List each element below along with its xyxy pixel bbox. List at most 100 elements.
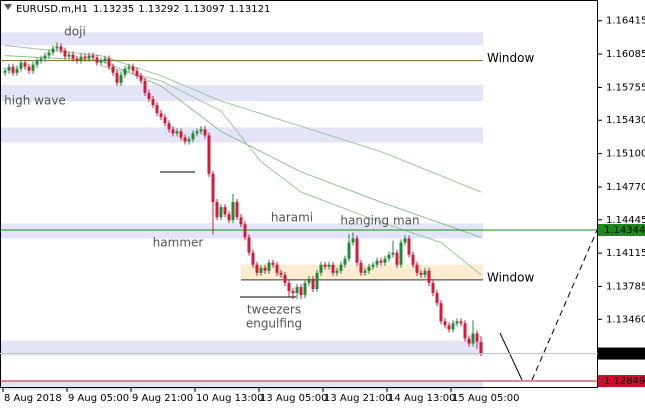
- candle-body: [331, 264, 335, 273]
- candle-body: [367, 266, 371, 271]
- price-label: 1.12849: [604, 376, 645, 387]
- candle-body: [351, 238, 355, 243]
- candle-body: [223, 207, 227, 215]
- candle-body: [163, 117, 167, 124]
- candle-body: [327, 264, 331, 267]
- candle-body: [355, 238, 359, 263]
- candle-body: [79, 56, 83, 61]
- candle-body: [379, 260, 383, 263]
- candle-body: [7, 66, 11, 71]
- candle-body: [435, 293, 439, 304]
- candle-body: [187, 139, 191, 142]
- candle-body: [271, 262, 275, 265]
- candle-body: [159, 113, 163, 118]
- candle-body: [3, 70, 7, 73]
- x-tick-label: 9 Aug 21:00: [132, 393, 193, 404]
- pattern-annotation: hanging man: [340, 214, 419, 228]
- candle-body: [343, 258, 347, 265]
- candle-body: [267, 262, 271, 271]
- candle-body: [139, 75, 143, 81]
- candle-body: [199, 129, 203, 132]
- last-high: 1.13292: [138, 4, 179, 15]
- moving-average: [100, 65, 482, 276]
- candle-body: [47, 52, 51, 56]
- candle-body: [315, 272, 319, 289]
- candle-body: [175, 131, 179, 134]
- candle-body: [347, 242, 351, 259]
- candle-body: [339, 264, 343, 271]
- candle-body: [395, 252, 399, 265]
- candle-body: [195, 131, 199, 134]
- candle-body: [131, 66, 135, 71]
- candle-body: [403, 238, 407, 243]
- y-tick-label: 1.15100: [606, 149, 645, 160]
- plot: [0, 42, 483, 356]
- pattern-annotation: tweezers: [247, 303, 301, 317]
- zone: [0, 340, 483, 356]
- candle-body: [275, 264, 279, 273]
- candle-body: [179, 131, 183, 138]
- candle-body: [247, 237, 251, 253]
- window-label: Window: [487, 51, 535, 65]
- candle-body: [419, 272, 423, 275]
- zone: [0, 32, 483, 46]
- plot-frame: [0, 0, 598, 388]
- candle-body: [75, 58, 79, 61]
- projection-line: [499, 332, 523, 381]
- candle-body: [127, 66, 131, 69]
- y-tick-label: 1.15755: [606, 82, 645, 93]
- chart-title: EURUSD.m,H1 1.13235 1.13292 1.13097 1.13121: [16, 4, 270, 15]
- candle-body: [319, 264, 323, 273]
- candle-body: [259, 267, 263, 273]
- candle-body: [463, 323, 467, 339]
- candle-body: [411, 254, 415, 265]
- candle-body: [103, 58, 107, 61]
- candle-body: [383, 258, 387, 263]
- candle-body: [291, 291, 295, 294]
- zone: [0, 223, 483, 239]
- candle-body: [91, 55, 95, 58]
- candle-body: [235, 202, 239, 218]
- candle-body: [423, 270, 427, 275]
- candle-body: [407, 238, 411, 255]
- candle-body: [71, 54, 75, 59]
- candle-body: [283, 274, 287, 283]
- y-tick-label: 1.13785: [606, 281, 645, 292]
- last-low: 1.13097: [184, 4, 225, 15]
- candle-body: [415, 264, 419, 273]
- candle-body: [243, 224, 247, 238]
- candle-body: [227, 214, 231, 221]
- candle-body: [335, 270, 339, 273]
- candle-body: [87, 55, 91, 59]
- last-close: 1.13121: [229, 4, 270, 15]
- candle-body: [191, 133, 195, 140]
- candle-body: [211, 173, 215, 203]
- candle-body: [151, 99, 155, 106]
- candle-body: [107, 58, 111, 67]
- y-tick-label: 1.16085: [606, 49, 645, 60]
- y-tick-label: 1.14115: [606, 248, 645, 259]
- pattern-annotation: high wave: [4, 94, 66, 108]
- candle-body: [371, 264, 375, 267]
- candle-body: [147, 92, 151, 100]
- candle-body: [299, 286, 303, 296]
- candle-body: [239, 217, 243, 225]
- candle-body: [359, 262, 363, 273]
- candle-body: [387, 254, 391, 259]
- candle-body: [51, 48, 55, 53]
- candle-body: [167, 123, 171, 130]
- candle-body: [287, 282, 291, 291]
- candle-body: [111, 66, 115, 73]
- candle-body: [459, 321, 463, 324]
- projection-line: [531, 227, 599, 381]
- candle-body: [219, 207, 223, 218]
- candle-body: [439, 303, 443, 322]
- x-tick-label: 15 Aug 05:00: [452, 393, 519, 404]
- candle-body: [295, 286, 299, 294]
- candle-body: [11, 66, 15, 73]
- candle-body: [123, 68, 127, 75]
- candle-body: [27, 66, 31, 71]
- y-tick-label: 1.14445: [606, 215, 645, 226]
